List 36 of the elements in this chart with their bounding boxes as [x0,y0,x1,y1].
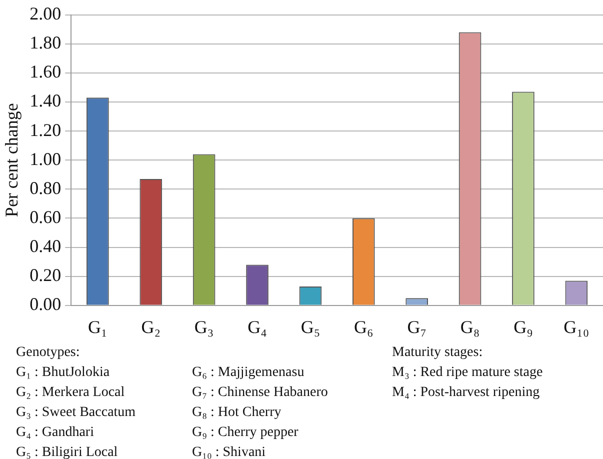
text: M₄ : Post-harvest ripening [392,384,540,402]
text: G₆ : Majjigemenasu [192,364,304,382]
x-tick-label: G₁ [88,316,108,337]
y-tick-label: 0.60 [30,206,62,227]
text: G₃ : Sweet Baccatum [16,404,136,422]
x-tick-label: G₃ [194,316,214,337]
text: Maturity stages: [392,344,483,362]
y-axis-title: Per cent change [2,103,22,218]
x-tick-label: G₂ [141,316,161,337]
y-tick-label: 1.80 [30,32,62,53]
text: M₃ : Red ripe mature stage [392,364,543,382]
x-tick-label: G₉ [514,316,533,337]
y-tick-label: 0.00 [30,294,62,314]
y-tick-label: 2.00 [30,4,62,24]
x-tick-label: G₆ [354,316,374,337]
text: G₄ : Gandhari [16,424,94,442]
y-tick-label: 1.00 [30,148,62,169]
y-tick-label: 0.40 [30,236,62,256]
text: G₉ : Cherry pepper [192,424,298,442]
x-tick-label: G₅ [300,316,320,337]
text: G₁ : BhutJolokia [16,364,110,382]
x-tick-label: G₇ [407,316,426,337]
y-tick-label: 0.20 [30,265,62,286]
text: G₂ : Merkera Local [16,384,125,402]
y-tick-label: 0.80 [30,178,62,198]
text: G₅ : Biligiri Local [16,444,118,459]
text: G₇ : Chinense Habanero [192,384,328,402]
x-tick-label: G₈ [460,316,480,337]
text: Genotypes: [16,344,80,362]
y-tick-label: 1.40 [30,90,62,111]
text: G₈ : Hot Cherry [192,404,282,422]
x-tick-label: G₄ [248,316,267,337]
y-tick-label: 1.60 [30,62,62,82]
y-tick-label: 1.20 [30,120,62,140]
x-tick-label: G₁₀ [564,316,590,337]
text: G₁₀ : Shivani [192,444,266,459]
